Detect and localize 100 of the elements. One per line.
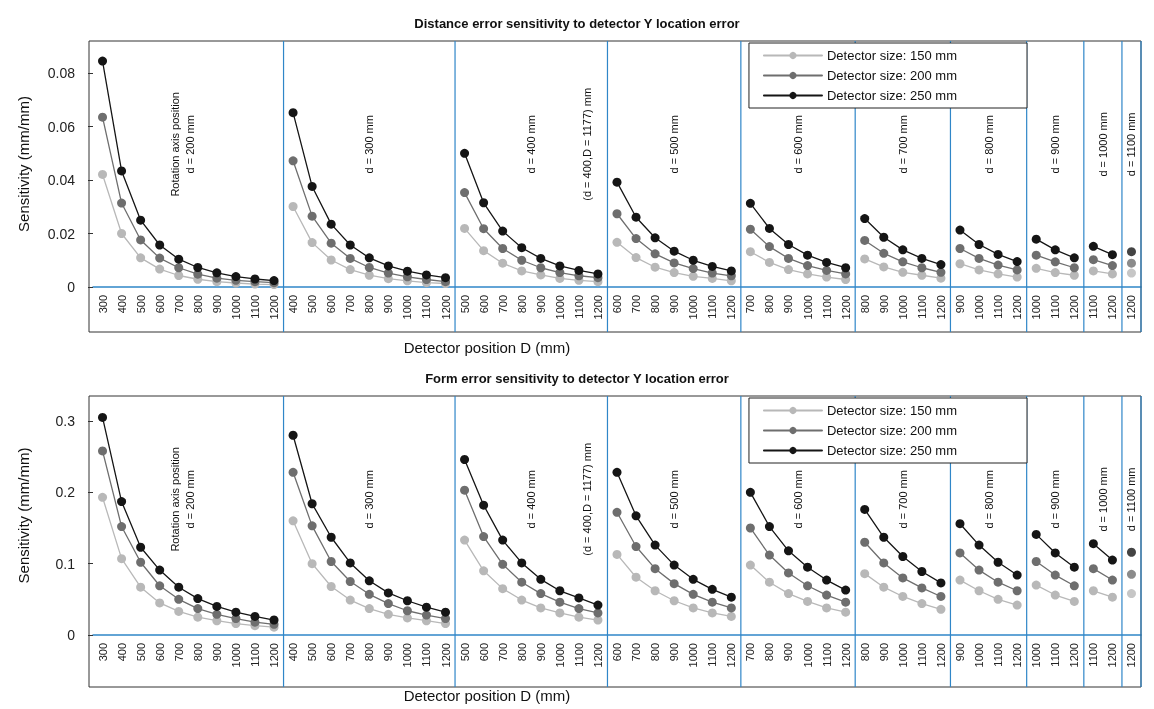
- x-tick-label: 1200: [591, 295, 604, 320]
- x-tick-label: 1200: [268, 643, 281, 668]
- x-tick-label: 1100: [420, 643, 433, 667]
- legend-label: Detector size: 150 mm: [826, 48, 957, 63]
- x-tick-label: 800: [649, 295, 662, 314]
- annotation: d = 400 mm: [525, 115, 538, 174]
- annotation: d = 1000 mm: [1096, 112, 1109, 177]
- x-tick-label: 1000: [687, 643, 700, 668]
- x-tick-label: 700: [172, 295, 185, 314]
- x-tick-label: 1000: [973, 643, 986, 668]
- chart-title: Distance error sensitivity to detector Y location error: [414, 16, 740, 31]
- point: [174, 582, 184, 592]
- point: [98, 446, 108, 456]
- point: [136, 582, 146, 592]
- x-tick-label: 600: [611, 643, 623, 662]
- x-tick-label: 800: [858, 295, 871, 314]
- x-tick-label: 1200: [725, 643, 738, 668]
- x-tick-label: 400: [115, 643, 128, 662]
- y-tick-label: 0.08: [47, 65, 76, 82]
- x-tick-label: 1100: [1049, 295, 1062, 319]
- x-tick-label: 700: [630, 295, 643, 314]
- x-tick-label: 600: [153, 643, 166, 662]
- annotation: d = 900 mm: [1049, 470, 1062, 529]
- x-tick-label: 1200: [839, 295, 852, 320]
- point: [174, 594, 184, 604]
- x-tick-label: 400: [115, 295, 128, 314]
- x-tick-label: 1200: [1068, 295, 1081, 320]
- chart-title: Form error sensitivity to detector Y location error: [425, 371, 729, 386]
- x-tick-label: 1100: [248, 295, 261, 319]
- point: [136, 215, 146, 225]
- x-tick-label: 700: [630, 643, 643, 662]
- x-tick-label: 700: [344, 643, 357, 662]
- x-axis-title: Detector position D (mm): [403, 339, 571, 356]
- x-tick-label: 900: [210, 643, 223, 662]
- annotation: d = 300 mm: [363, 470, 376, 529]
- x-tick-label: 1100: [1087, 643, 1100, 667]
- x-tick-label: 1200: [934, 643, 947, 668]
- legend-label: Detector size: 250 mm: [826, 443, 957, 458]
- annotation: d = 800 mm: [982, 115, 995, 174]
- x-tick-label: 1000: [553, 295, 566, 320]
- annotation: Rotation axis position: [168, 447, 181, 552]
- point: [117, 198, 127, 208]
- x-tick-label: 900: [534, 643, 547, 662]
- point: [174, 271, 184, 280]
- x-tick-label: 900: [668, 295, 681, 314]
- y-tick-label: 0.06: [47, 118, 76, 135]
- x-tick-label: 500: [134, 295, 147, 314]
- legend-label: Detector size: 200 mm: [826, 423, 957, 438]
- x-tick-label: 600: [477, 643, 490, 662]
- x-tick-label: 1000: [1030, 643, 1043, 668]
- annotation: d = 1100 mm: [1125, 112, 1138, 177]
- annotation: d = 300 mm: [363, 115, 376, 174]
- point: [155, 598, 165, 608]
- y-tick-label: 0: [67, 279, 76, 295]
- x-tick-label: 600: [477, 295, 490, 314]
- annotation: d = 900 mm: [1049, 115, 1062, 174]
- point: [1126, 547, 1136, 557]
- x-tick-label: 1100: [992, 643, 1005, 667]
- y-axis-title: Sensitivity (mm/mm): [15, 96, 32, 232]
- y-tick-label: 0: [67, 627, 76, 643]
- x-tick-label: 1200: [1125, 643, 1138, 668]
- x-tick-label: 900: [782, 295, 795, 314]
- x-tick-label: 900: [210, 295, 223, 314]
- annotation: d = 200 mm: [184, 470, 197, 529]
- x-tick-label: 800: [363, 643, 376, 662]
- point: [212, 268, 222, 278]
- x-tick-label: 300: [96, 295, 109, 314]
- x-tick-label: 1000: [401, 295, 414, 320]
- annotation: d = 1000 mm: [1096, 467, 1109, 532]
- x-axis-title: Detector position D (mm): [403, 687, 571, 704]
- point: [212, 609, 222, 619]
- point: [1126, 268, 1136, 278]
- x-tick-label: 900: [953, 643, 966, 662]
- point: [193, 262, 203, 272]
- x-tick-label: 700: [744, 295, 757, 314]
- x-tick-label: 600: [325, 295, 338, 314]
- y-tick-label: 0.3: [55, 412, 76, 429]
- x-tick-label: 700: [344, 295, 357, 314]
- x-tick-label: 500: [458, 643, 471, 662]
- x-tick-label: 1200: [1011, 295, 1024, 320]
- x-tick-label: 1200: [1106, 643, 1119, 668]
- x-tick-label: 900: [782, 643, 795, 662]
- x-tick-label: 800: [191, 295, 204, 314]
- x-tick-label: 800: [763, 643, 776, 662]
- x-tick-label: 800: [858, 643, 871, 662]
- point: [174, 263, 184, 273]
- annotation: d = 500 mm: [668, 470, 681, 529]
- y-tick-label: 0.04: [47, 172, 76, 189]
- x-tick-label: 1000: [896, 295, 909, 320]
- x-tick-label: 1100: [706, 643, 719, 667]
- point: [117, 229, 127, 239]
- point: [193, 612, 203, 622]
- x-tick-label: 500: [134, 643, 147, 662]
- point: [136, 542, 146, 552]
- point: [136, 235, 146, 245]
- point: [1126, 258, 1136, 268]
- point: [193, 594, 203, 604]
- point: [250, 611, 260, 621]
- x-tick-label: 700: [172, 643, 185, 662]
- x-tick-label: 400: [287, 643, 300, 662]
